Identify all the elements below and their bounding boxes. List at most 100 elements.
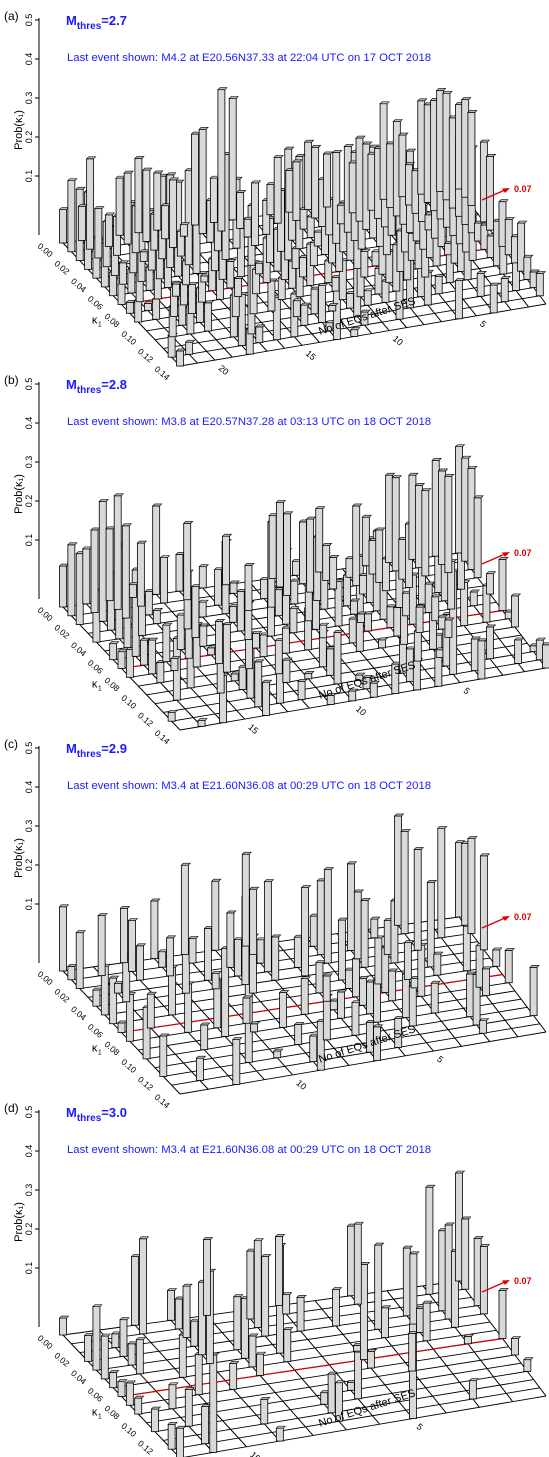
bar: [232, 1037, 243, 1085]
bar-top: [108, 641, 120, 644]
bar-top: [175, 1425, 187, 1429]
mthres-title: Mthres=2.8: [66, 377, 127, 396]
bar: [434, 274, 445, 295]
bar: [326, 693, 337, 705]
bar-face: [271, 936, 280, 981]
bar: [143, 301, 155, 311]
bar-top: [168, 177, 180, 181]
bar-face: [292, 560, 300, 576]
bar-top: [372, 1024, 384, 1028]
bar-top: [473, 495, 484, 499]
bar: [200, 1404, 212, 1445]
floor-line: [163, 287, 534, 349]
bar-face: [273, 1050, 282, 1059]
bar: [282, 511, 294, 596]
bar-face: [190, 1320, 199, 1347]
bar-top: [253, 1238, 264, 1241]
bar-face: [181, 948, 190, 994]
bar-face: [454, 280, 463, 320]
bar-top: [384, 472, 396, 476]
bar-face: [214, 569, 222, 606]
bar-face: [167, 1423, 176, 1450]
bar-top: [182, 1283, 193, 1287]
bar-face: [234, 939, 242, 977]
bar-top: [529, 965, 540, 968]
bar-face: [152, 298, 161, 320]
bar-face: [152, 609, 161, 624]
bar-face: [185, 341, 194, 355]
bar-top: [476, 270, 487, 274]
bar: [369, 680, 380, 698]
bar-face: [498, 559, 507, 611]
bar-face: [117, 1022, 126, 1033]
bar-face: [374, 1244, 383, 1330]
bar: [323, 867, 335, 964]
bar: [516, 220, 528, 272]
bar: [351, 1000, 362, 1036]
prob-tick-label: 0.3: [24, 92, 34, 105]
marker-arrow-line: [481, 1281, 506, 1293]
bar: [255, 324, 266, 343]
bar-face: [158, 951, 167, 968]
bar-top: [334, 1380, 346, 1384]
bar: [513, 637, 525, 664]
bar: [351, 503, 363, 587]
bar: [146, 991, 158, 1029]
bar: [290, 578, 301, 605]
bar-face: [416, 1307, 424, 1333]
bar-top: [97, 913, 108, 916]
bar: [332, 150, 343, 244]
bar: [541, 642, 549, 669]
bar: [211, 970, 222, 990]
bar: [377, 637, 389, 649]
bar-top: [370, 916, 381, 920]
bar-face: [367, 153, 376, 211]
panel-letter: (a): [4, 9, 19, 23]
bar: [353, 1221, 365, 1305]
bar: [198, 599, 209, 618]
bar: [195, 1055, 207, 1081]
y-axis-label: Prob(κ₁): [13, 838, 25, 878]
bar-face: [282, 659, 291, 683]
kappa-tick-label: 0.02: [52, 986, 71, 1004]
bar-face: [467, 112, 476, 206]
bar-face: [142, 169, 151, 242]
bar: [123, 170, 134, 245]
last-event-caption: Last event shown: M3.4 at E21.60N36.08 a…: [67, 780, 431, 792]
bar-face: [229, 1363, 238, 1390]
bar-top: [199, 623, 210, 627]
bar-top: [454, 278, 466, 281]
bar-face: [145, 266, 154, 291]
bar: [422, 1300, 433, 1342]
bar-face: [217, 89, 226, 232]
bar-top: [118, 260, 130, 264]
bar-face: [498, 1290, 507, 1339]
bar-face: [281, 627, 290, 654]
bar-face: [470, 638, 479, 672]
bar-face: [267, 280, 276, 312]
bar-face: [375, 529, 384, 583]
bar: [403, 940, 415, 980]
bar-top: [221, 533, 233, 537]
bar-face: [215, 620, 223, 664]
bar-face: [368, 540, 377, 575]
bar-top: [199, 1022, 211, 1026]
bar: [481, 966, 493, 996]
bar-top: [121, 523, 133, 527]
floor-line: [88, 941, 478, 998]
bar: [134, 156, 145, 234]
kappa-tick-label: 0.10: [119, 329, 138, 347]
bar-top: [355, 135, 366, 139]
bar-face: [398, 538, 407, 580]
bar: [151, 503, 163, 595]
bar-face: [170, 658, 179, 671]
bar-top: [111, 1331, 122, 1335]
marker-value: 0.07: [514, 548, 532, 558]
bar-top: [315, 506, 326, 509]
bar-top: [400, 829, 411, 832]
marker-value: 0.07: [514, 1276, 532, 1286]
bar-face: [273, 156, 282, 224]
bar-top: [98, 499, 109, 502]
prob-tick-label: 0.5: [24, 378, 34, 391]
bar-face: [331, 276, 340, 292]
